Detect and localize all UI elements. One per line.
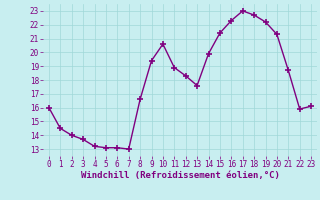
X-axis label: Windchill (Refroidissement éolien,°C): Windchill (Refroidissement éolien,°C) xyxy=(81,171,279,180)
